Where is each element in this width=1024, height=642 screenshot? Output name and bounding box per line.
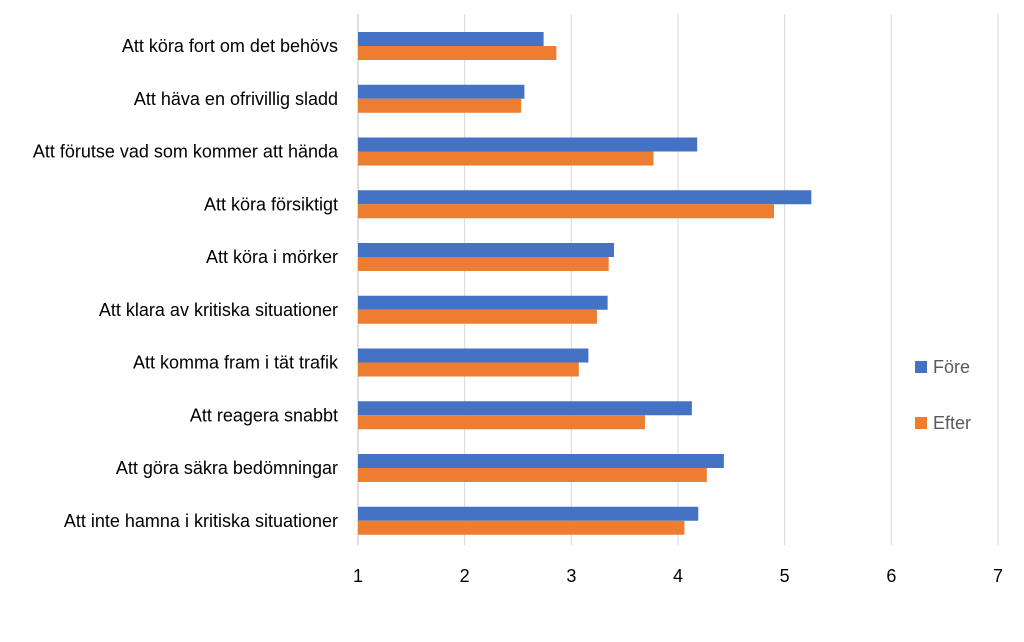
bar-fore bbox=[358, 190, 812, 205]
bar-fore bbox=[358, 454, 724, 468]
category-label: Att köra fort om det behövs bbox=[122, 36, 338, 56]
bar-fore bbox=[358, 137, 698, 152]
bar-fore bbox=[358, 32, 544, 46]
x-tick-labels: 1 2 3 4 5 6 7 bbox=[353, 566, 1003, 586]
category-label: Att göra säkra bedömningar bbox=[116, 458, 338, 478]
bar-efter bbox=[358, 257, 609, 271]
legend-swatch-efter bbox=[915, 417, 927, 429]
category-labels: Att köra fort om det behövs Att häva en o… bbox=[33, 36, 339, 531]
bar-fore bbox=[358, 348, 589, 363]
legend-item-efter: Efter bbox=[915, 411, 971, 435]
legend-label-efter: Efter bbox=[933, 412, 972, 433]
x-tick-label: 2 bbox=[460, 566, 470, 586]
bar-efter bbox=[358, 468, 707, 482]
legend-item-fore: Före bbox=[915, 355, 971, 379]
x-tick-label: 7 bbox=[993, 566, 1003, 586]
category-label: Att häva en ofrivillig sladd bbox=[134, 89, 338, 109]
category-label: Att förutse vad som kommer att hända bbox=[33, 142, 339, 162]
x-tick-label: 4 bbox=[673, 566, 683, 586]
bars bbox=[358, 32, 812, 535]
legend-label-fore: Före bbox=[933, 356, 971, 377]
category-label: Att komma fram i tät trafik bbox=[133, 353, 339, 373]
bar-efter bbox=[358, 204, 774, 219]
bar-fore bbox=[358, 401, 692, 416]
category-label: Att inte hamna i kritiska situationer bbox=[64, 511, 338, 531]
category-label: Att reagera snabbt bbox=[190, 405, 338, 425]
bar-fore bbox=[358, 506, 699, 521]
bar-efter bbox=[358, 362, 579, 377]
bar-efter bbox=[358, 415, 645, 430]
legend: Före Efter bbox=[915, 355, 971, 467]
bar-fore bbox=[358, 84, 525, 99]
category-label: Att klara av kritiska situationer bbox=[99, 300, 338, 320]
bar-efter bbox=[358, 520, 685, 535]
bar-efter bbox=[358, 151, 654, 166]
x-tick-label: 3 bbox=[566, 566, 576, 586]
x-tick-label: 1 bbox=[353, 566, 363, 586]
bar-efter bbox=[358, 309, 597, 324]
x-tick-label: 6 bbox=[886, 566, 896, 586]
bar-fore bbox=[358, 243, 614, 257]
bar-efter bbox=[358, 98, 522, 113]
bar-fore bbox=[358, 295, 608, 310]
x-tick-label: 5 bbox=[780, 566, 790, 586]
category-label: Att köra i mörker bbox=[206, 247, 338, 267]
category-label: Att köra försiktigt bbox=[204, 194, 338, 214]
bar-efter bbox=[358, 46, 557, 60]
legend-swatch-fore bbox=[915, 361, 927, 373]
